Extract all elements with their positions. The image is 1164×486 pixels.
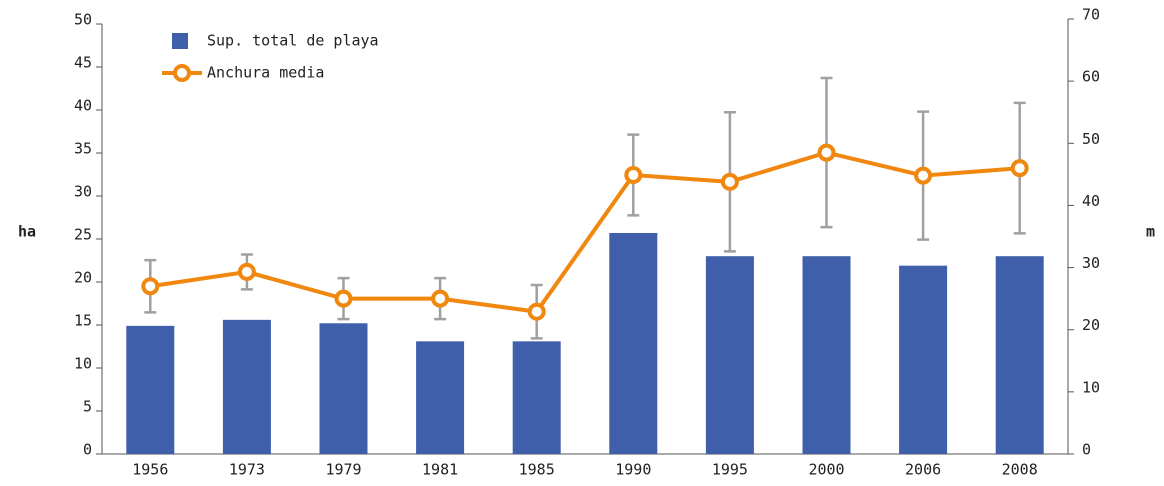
y-tick-label: 35 [74, 140, 92, 158]
y2-tick-label: 30 [1082, 254, 1100, 272]
y-tick-label: 0 [83, 441, 92, 459]
legend-swatch [172, 33, 188, 49]
y2-tick-label: 70 [1082, 6, 1100, 24]
y-tick-label: 5 [83, 398, 92, 416]
x-tick-label: 2008 [1002, 461, 1038, 479]
y2-tick-label: 20 [1082, 316, 1100, 334]
marker [334, 289, 353, 308]
marker [431, 289, 450, 308]
x-tick-label: 1995 [712, 461, 748, 479]
legend-marker [173, 64, 191, 82]
x-tick-label: 1981 [422, 461, 458, 479]
y-tick-label: 20 [74, 269, 92, 287]
bar [995, 256, 1044, 454]
bar [319, 323, 368, 454]
legend-label: Anchura media [207, 64, 324, 82]
marker [624, 165, 643, 184]
bar [705, 256, 754, 454]
y-tick-label: 40 [74, 97, 92, 115]
marker [817, 143, 836, 162]
y-tick-label: 25 [74, 226, 92, 244]
bar [609, 232, 658, 454]
legend-label: Sup. total de playa [207, 32, 379, 50]
y2-tick-label: 0 [1082, 441, 1091, 459]
y-axis-label: ha [18, 223, 36, 241]
marker [141, 277, 160, 296]
bar [126, 325, 175, 454]
y2-tick-label: 60 [1082, 68, 1100, 86]
x-tick-label: 2006 [905, 461, 941, 479]
y2-tick-label: 40 [1082, 192, 1100, 210]
x-tick-label: 1990 [615, 461, 651, 479]
bar [802, 256, 851, 454]
y-tick-label: 30 [74, 183, 92, 201]
x-tick-label: 1973 [229, 461, 265, 479]
x-tick-label: 1956 [132, 461, 168, 479]
x-tick-label: 1979 [325, 461, 361, 479]
line [150, 150, 1020, 314]
y2-tick-label: 50 [1082, 130, 1100, 148]
marker [527, 302, 546, 321]
y2-axis-label: m [1146, 223, 1155, 241]
bar [222, 319, 271, 454]
bar [512, 341, 561, 454]
x-tick-label: 2000 [808, 461, 844, 479]
y2-tick-label: 10 [1082, 378, 1100, 396]
y-tick-label: 50 [74, 11, 92, 29]
y-tick-label: 15 [74, 312, 92, 330]
y-tick-label: 10 [74, 355, 92, 373]
bar [899, 265, 948, 454]
marker [720, 172, 739, 191]
marker [914, 166, 933, 185]
bar [416, 341, 465, 454]
x-tick-label: 1985 [519, 461, 555, 479]
y-tick-label: 45 [74, 54, 92, 72]
marker [1010, 159, 1029, 178]
marker [237, 262, 256, 281]
